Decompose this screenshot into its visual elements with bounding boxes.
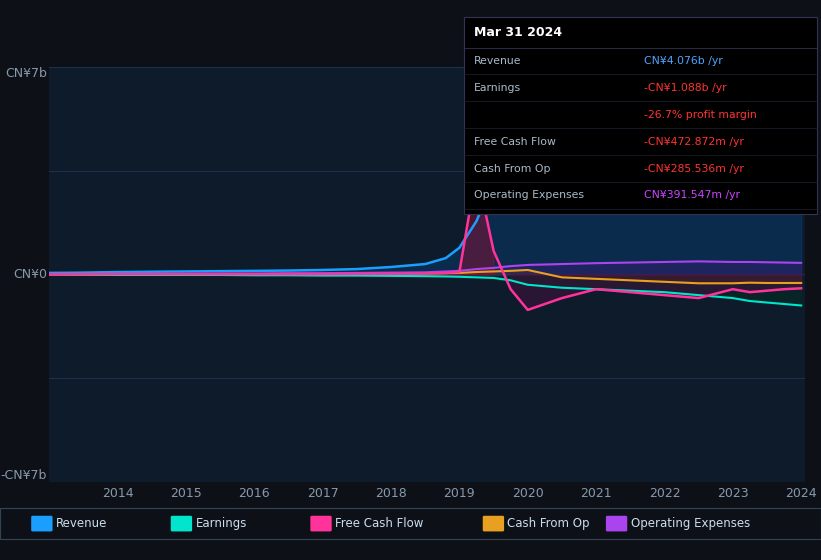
Text: -CN¥7b: -CN¥7b — [1, 469, 47, 482]
Text: -CN¥285.536m /yr: -CN¥285.536m /yr — [644, 164, 745, 174]
Text: CN¥391.547m /yr: CN¥391.547m /yr — [644, 190, 741, 200]
Text: CN¥0: CN¥0 — [13, 268, 47, 281]
Text: Cash From Op: Cash From Op — [507, 517, 589, 530]
Text: Earnings: Earnings — [195, 517, 247, 530]
Text: Free Cash Flow: Free Cash Flow — [335, 517, 424, 530]
Text: Earnings: Earnings — [474, 83, 521, 93]
Text: -26.7% profit margin: -26.7% profit margin — [644, 110, 757, 120]
Text: -CN¥472.872m /yr: -CN¥472.872m /yr — [644, 137, 745, 147]
Text: Mar 31 2024: Mar 31 2024 — [474, 26, 562, 39]
Text: Free Cash Flow: Free Cash Flow — [474, 137, 556, 147]
Text: CN¥7b: CN¥7b — [5, 67, 47, 80]
Text: -CN¥1.088b /yr: -CN¥1.088b /yr — [644, 83, 727, 93]
Text: Revenue: Revenue — [474, 56, 521, 66]
Text: Cash From Op: Cash From Op — [474, 164, 550, 174]
Text: Revenue: Revenue — [56, 517, 108, 530]
Text: Operating Expenses: Operating Expenses — [631, 517, 750, 530]
Text: Operating Expenses: Operating Expenses — [474, 190, 584, 200]
Text: CN¥4.076b /yr: CN¥4.076b /yr — [644, 56, 723, 66]
